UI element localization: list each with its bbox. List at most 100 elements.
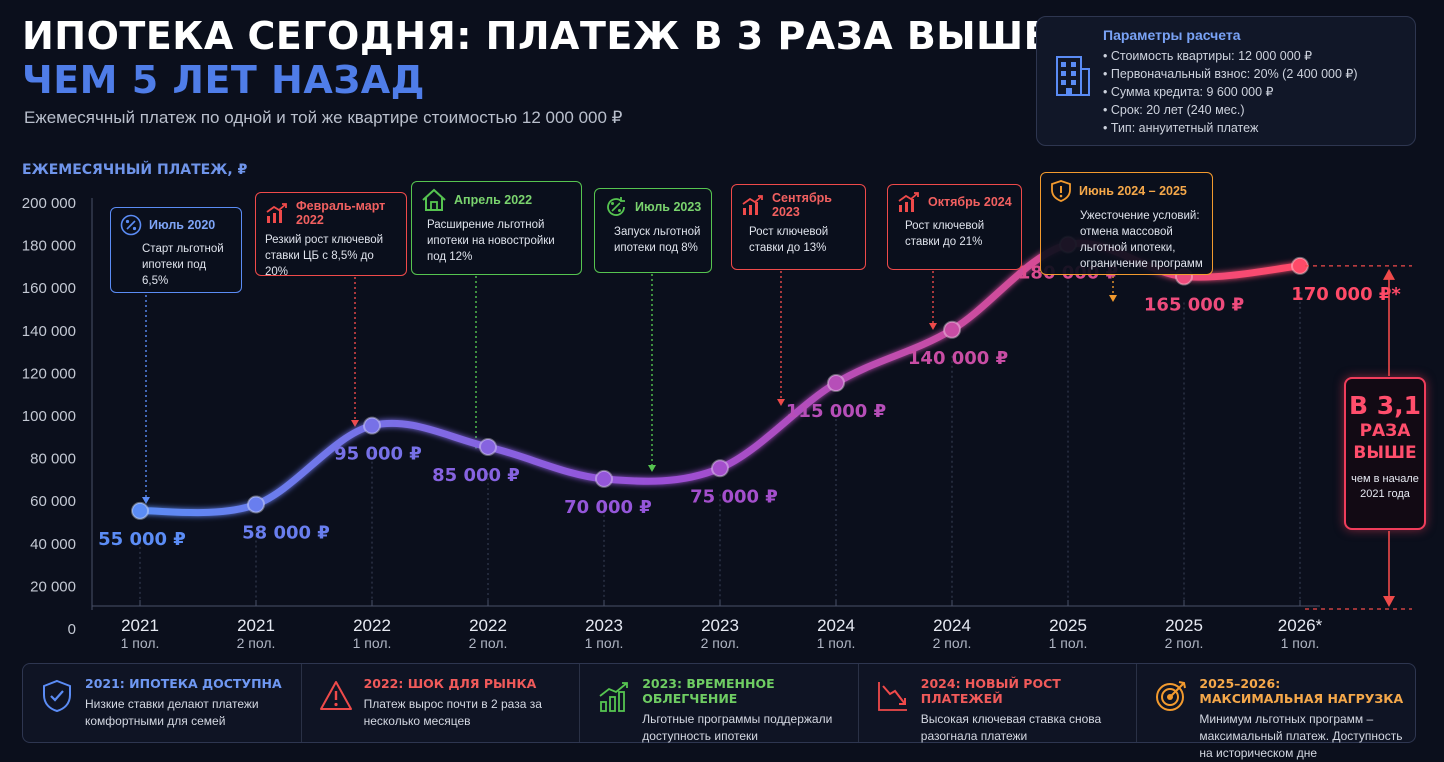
x-tick-half: 2 пол.: [237, 635, 276, 651]
event-text: Запуск льготной ипотеки под 8%: [614, 226, 701, 254]
event-card: Апрель 2022 Расширение льготной ипотеки …: [411, 181, 582, 275]
y-tick-label: 140 000: [22, 323, 76, 340]
params-item: Первоначальный взнос: 20% (2 400 000 ₽): [1103, 65, 1358, 83]
summary-item: 2024: НОВЫЙ РОСТ ПЛАТЕЖЕЙ Высокая ключев…: [859, 664, 1138, 743]
event-card: Июль 2020 Старт льготной ипотеки под 6,5…: [110, 207, 242, 293]
page-subtitle: Ежемесячный платеж по одной и той же ква…: [24, 108, 623, 127]
event-date: Июль 2020: [149, 218, 216, 232]
summary-item: 2022: ШОК ДЛЯ РЫНКА Платеж вырос почти в…: [302, 664, 581, 742]
y-tick-label: 100 000: [22, 408, 76, 425]
trend-up-icon: [898, 192, 919, 212]
x-tick-half: 1 пол.: [1281, 635, 1320, 651]
x-tick-year: 2026*: [1278, 616, 1323, 635]
percent-cycle-icon: [607, 197, 625, 216]
params-item: Срок: 20 лет (240 мес.): [1103, 101, 1358, 119]
data-point: [247, 495, 265, 514]
warning-icon: [319, 681, 352, 710]
y-tick-label: 180 000: [22, 238, 76, 255]
data-label: 170 000 ₽*: [1291, 284, 1401, 305]
x-tick-year: 2021: [237, 616, 275, 635]
event-arrow-head: [142, 497, 150, 504]
summary-item: 2025–2026: МАКСИМАЛЬНАЯ НАГРУЗКА Минимум…: [1137, 664, 1415, 760]
page-title: ИПОТЕКА СЕГОДНЯ: ПЛАТЕЖ В 3 РАЗА ВЫШЕ,: [22, 14, 1066, 58]
summary-title: 2024: НОВЫЙ РОСТ ПЛАТЕЖЕЙ: [920, 676, 1061, 706]
summary-title: 2023: ВРЕМЕННОЕ ОБЛЕГЧЕНИЕ: [642, 676, 775, 706]
event-text: Ужесточение условий: отмена массовой льг…: [1080, 210, 1203, 270]
bracket-arrow-up: [1383, 268, 1395, 280]
multiplier-value: В 3,1: [1348, 391, 1422, 420]
house-icon: [422, 188, 446, 211]
x-tick-year: 2024: [817, 616, 855, 635]
event-arrow-head: [929, 323, 937, 330]
x-tick-half: 1 пол.: [585, 635, 624, 651]
x-tick-half: 1 пол.: [1049, 635, 1088, 651]
summary-title: 2022: ШОК ДЛЯ РЫНКА: [363, 676, 537, 691]
summary-item: 2021: ИПОТЕКА ДОСТУПНА Низкие ставки дел…: [23, 664, 302, 742]
params-item: Сумма кредита: 9 600 000 ₽: [1103, 83, 1358, 101]
building-icon: [1056, 56, 1090, 96]
summary-title: 2021: ИПОТЕКА ДОСТУПНА: [85, 676, 282, 691]
summary-text: Минимум льготных программ – максимальный…: [1199, 712, 1403, 760]
params-title: Параметры расчета: [1103, 27, 1241, 43]
params-item: Стоимость квартиры: 12 000 000 ₽: [1103, 47, 1358, 65]
trend-up-icon: [742, 195, 763, 215]
event-card: Сентябрь 2023 Рост ключевой ставки до 13…: [731, 184, 866, 270]
y-tick-label: 60 000: [30, 493, 76, 510]
x-tick-half: 1 пол.: [817, 635, 856, 651]
y-tick-label: 80 000: [30, 451, 76, 468]
event-text: Рост ключевой ставки до 13%: [749, 226, 829, 254]
x-tick-half: 1 пол.: [121, 635, 160, 651]
bracket-arrow-down: [1383, 596, 1395, 607]
data-label: 70 000 ₽: [564, 497, 652, 518]
bar-trend-icon: [599, 682, 629, 712]
y-tick-label: 120 000: [22, 365, 76, 382]
event-date: Июнь 2024 – 2025: [1079, 184, 1187, 198]
summary-text: Низкие ставки делают платежи комфортными…: [85, 697, 259, 728]
multiplier-badge: В 3,1 РАЗА ВЫШЕ чем в начале 2021 года: [1344, 377, 1426, 530]
x-tick-half: 2 пол.: [1165, 635, 1204, 651]
event-date: Июль 2023: [635, 200, 702, 214]
y-axis-label: ЕЖЕМЕСЯЧНЫЙ ПЛАТЕЖ, ₽: [22, 162, 248, 178]
multiplier-line1: РАЗА: [1359, 421, 1411, 441]
params-list: Стоимость квартиры: 12 000 000 ₽ Первона…: [1103, 47, 1358, 137]
summary-item: 2023: ВРЕМЕННОЕ ОБЛЕГЧЕНИЕ Льготные прог…: [580, 664, 859, 743]
y-tick-label: 160 000: [22, 280, 76, 297]
event-card: Июнь 2024 – 2025 Ужесточение условий: от…: [1040, 172, 1213, 275]
event-arrow-head: [648, 465, 656, 472]
data-point: [479, 437, 497, 456]
x-tick-year: 2022: [469, 616, 507, 635]
data-label: 55 000 ₽: [98, 529, 186, 550]
target-icon: [1156, 681, 1187, 711]
y-tick-label: 20 000: [30, 578, 76, 595]
event-text: Расширение льготной ипотеки на новострой…: [427, 219, 555, 263]
y-tick-label: 40 000: [30, 536, 76, 553]
x-tick-year: 2023: [701, 616, 739, 635]
event-date: Сентябрь 2023: [772, 191, 832, 219]
data-point: [943, 320, 961, 339]
event-text: Резкий рост ключевой ставки ЦБ с 8,5% до…: [265, 234, 384, 278]
y-tick-label: 200 000: [22, 195, 76, 212]
x-tick-year: 2023: [585, 616, 623, 635]
x-tick-half: 1 пол.: [353, 635, 392, 651]
x-tick-year: 2024: [933, 616, 971, 635]
data-label: 85 000 ₽: [432, 465, 520, 486]
data-point: [711, 459, 729, 478]
y-tick-label: 0: [68, 621, 76, 638]
page-title-accent: ЧЕМ 5 ЛЕТ НАЗАД: [22, 58, 426, 102]
event-arrow-head: [351, 420, 359, 427]
summary-text: Высокая ключевая ставка снова разогнала …: [920, 712, 1102, 743]
summary-text: Платеж вырос почти в 2 раза за несколько…: [363, 697, 542, 728]
params-item: Тип: аннуитетный платеж: [1103, 119, 1358, 137]
shield-check-icon: [43, 679, 71, 713]
data-label: 58 000 ₽: [242, 522, 330, 543]
summary-bar: 2021: ИПОТЕКА ДОСТУПНА Низкие ставки дел…: [22, 663, 1416, 760]
data-point: [131, 501, 149, 520]
event-arrow-head: [777, 399, 785, 406]
event-date: Октябрь 2024: [928, 195, 1012, 209]
data-point: [363, 416, 381, 435]
percent-icon: [120, 214, 142, 236]
x-tick-year: 2025: [1165, 616, 1203, 635]
event-text: Рост ключевой ставки до 21%: [905, 220, 985, 248]
summary-title: 2025–2026: МАКСИМАЛЬНАЯ НАГРУЗКА: [1199, 676, 1404, 706]
